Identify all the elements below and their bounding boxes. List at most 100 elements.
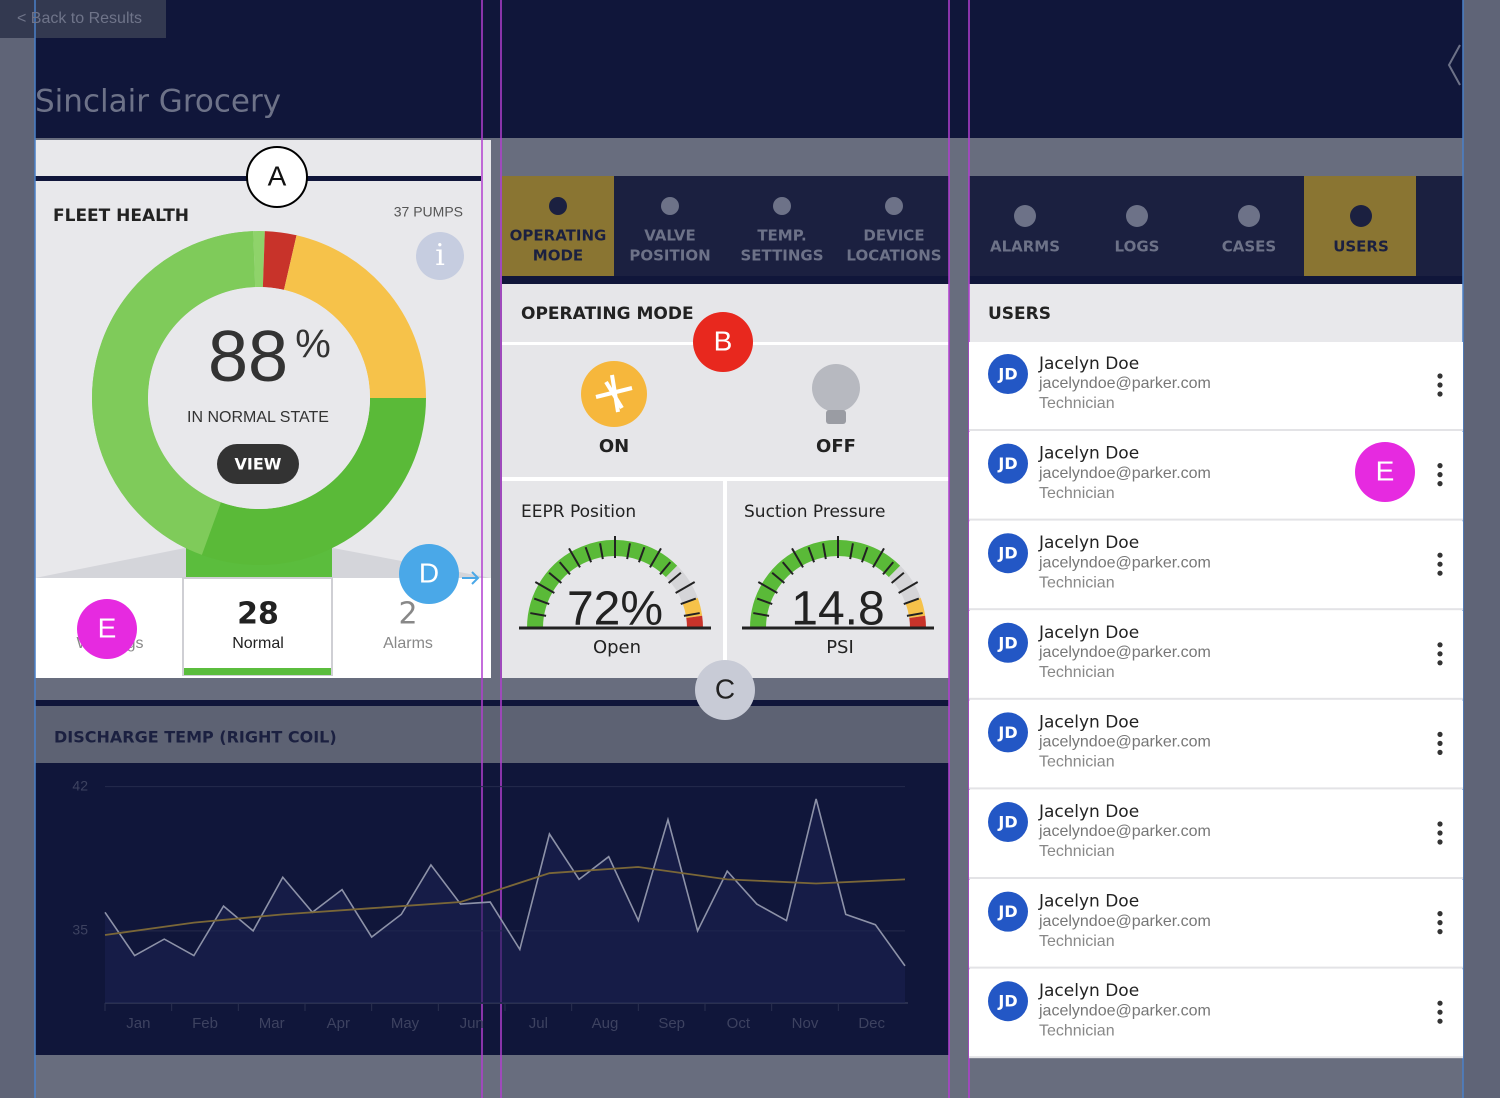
tab-label: VALVE bbox=[644, 227, 696, 245]
gauge-tick bbox=[638, 546, 646, 563]
gauge-value: 14.8 bbox=[791, 583, 884, 636]
kebab-dot[interactable] bbox=[1437, 391, 1443, 397]
kebab-dot[interactable] bbox=[1437, 920, 1443, 926]
kebab-dot[interactable] bbox=[1437, 839, 1443, 845]
section-title: OPERATING MODE bbox=[521, 304, 694, 324]
y-tick-label: 42 bbox=[72, 777, 88, 793]
user-row[interactable] bbox=[969, 610, 1463, 699]
mode-label: ON bbox=[599, 436, 629, 457]
kebab-dot[interactable] bbox=[1437, 821, 1443, 827]
next-arrow[interactable] bbox=[462, 571, 480, 585]
gauge-tick bbox=[771, 571, 786, 584]
tab-icon[interactable] bbox=[885, 197, 903, 215]
tab-icon[interactable] bbox=[549, 197, 567, 215]
donut-highlight bbox=[92, 231, 256, 555]
tab-icon[interactable] bbox=[1238, 205, 1260, 227]
tab-icon[interactable] bbox=[1014, 205, 1036, 227]
kebab-dot[interactable] bbox=[1437, 1009, 1443, 1015]
tab-icon[interactable] bbox=[1350, 205, 1372, 227]
tab-label: OPERATING bbox=[510, 227, 607, 245]
kebab-dot[interactable] bbox=[1437, 552, 1443, 558]
kebab-dot[interactable] bbox=[1437, 1000, 1443, 1006]
off-icon[interactable] bbox=[812, 364, 860, 412]
kebab-dot[interactable] bbox=[1437, 373, 1443, 379]
annotation-marker bbox=[399, 544, 459, 604]
x-tick-label: Nov bbox=[792, 1015, 819, 1032]
user-email: jacelyndoe@parker.com bbox=[1038, 823, 1211, 840]
info-button[interactable] bbox=[416, 232, 464, 280]
gauge-tick bbox=[675, 581, 696, 594]
avatar-initials: JD bbox=[997, 365, 1017, 384]
user-row[interactable] bbox=[969, 521, 1463, 610]
user-row[interactable] bbox=[969, 342, 1463, 430]
user-role: Technician bbox=[1039, 843, 1115, 860]
user-row[interactable] bbox=[969, 879, 1463, 968]
kebab-dot[interactable] bbox=[1437, 481, 1443, 487]
kebab-dot[interactable] bbox=[1437, 929, 1443, 935]
kebab-dot[interactable] bbox=[1437, 731, 1443, 738]
x-tick-label: Jun bbox=[460, 1015, 484, 1032]
user-row[interactable] bbox=[969, 969, 1463, 1058]
kebab-dot[interactable] bbox=[1437, 382, 1443, 388]
user-email: jacelyndoe@parker.com bbox=[1038, 913, 1211, 930]
tab-label: DEVICE bbox=[863, 227, 924, 245]
avatar bbox=[988, 891, 1028, 932]
x-tick-label: Jul bbox=[529, 1015, 548, 1032]
user-role: Technician bbox=[1039, 664, 1115, 681]
avatar-initials: JD bbox=[997, 633, 1017, 652]
tab-rule bbox=[502, 276, 949, 284]
collapse-arrow[interactable] bbox=[1447, 44, 1461, 86]
user-role: Technician bbox=[1039, 485, 1115, 502]
avatar-initials: JD bbox=[997, 454, 1017, 473]
gauge-tick bbox=[680, 597, 697, 605]
series-line bbox=[104, 866, 906, 936]
kebab-dot[interactable] bbox=[1437, 749, 1443, 756]
kebab-dot[interactable] bbox=[1437, 911, 1443, 917]
kebab-dot[interactable] bbox=[1437, 642, 1443, 648]
kebab-dot[interactable] bbox=[1437, 570, 1443, 576]
divider bbox=[502, 477, 949, 481]
section-title: USERS bbox=[988, 304, 1051, 324]
gauge-tick bbox=[903, 597, 920, 605]
annotation-label: C bbox=[715, 673, 735, 704]
user-row[interactable] bbox=[969, 700, 1463, 789]
area-fill bbox=[105, 798, 905, 1003]
gauge-tick bbox=[534, 581, 555, 594]
kebab-dot[interactable] bbox=[1437, 463, 1443, 469]
gauge-tick bbox=[584, 546, 592, 563]
x-tick-label: Apr bbox=[327, 1015, 350, 1032]
active-tab[interactable] bbox=[502, 176, 614, 276]
row-divider bbox=[969, 1056, 1463, 1059]
kebab-dot[interactable] bbox=[1437, 1018, 1443, 1024]
kebab-dot[interactable] bbox=[1437, 651, 1443, 657]
stat-card[interactable] bbox=[182, 577, 333, 676]
x-tick-label: Aug bbox=[592, 1015, 619, 1032]
avatar-initials: JD bbox=[997, 902, 1017, 921]
kebab-dot[interactable] bbox=[1437, 830, 1443, 836]
stat-label: Normal bbox=[232, 635, 284, 652]
kebab-dot[interactable] bbox=[1437, 740, 1443, 747]
user-name: Jacelyn Doe bbox=[1038, 444, 1139, 464]
tab-icon[interactable] bbox=[773, 197, 791, 215]
avatar-initials: JD bbox=[997, 813, 1017, 832]
avatar-initials: JD bbox=[997, 992, 1017, 1011]
kebab-dot[interactable] bbox=[1437, 472, 1443, 478]
annotation-marker bbox=[693, 312, 753, 372]
user-name: Jacelyn Doe bbox=[1038, 623, 1139, 643]
user-name: Jacelyn Doe bbox=[1038, 533, 1139, 553]
x-tick-label: Jan bbox=[126, 1015, 150, 1032]
tab-icon[interactable] bbox=[661, 197, 679, 215]
chart-title: DISCHARGE TEMP (RIGHT COIL) bbox=[54, 728, 337, 747]
view-button[interactable] bbox=[217, 444, 299, 484]
user-row[interactable] bbox=[969, 790, 1463, 878]
tab-icon[interactable] bbox=[1126, 205, 1148, 227]
gauge-tick bbox=[753, 612, 770, 617]
user-name: Jacelyn Doe bbox=[1038, 712, 1139, 732]
kebab-dot[interactable] bbox=[1437, 660, 1443, 666]
panel-rule bbox=[35, 700, 949, 706]
gauge-tick bbox=[781, 561, 794, 576]
panel-title: FLEET HEALTH bbox=[53, 206, 189, 226]
back-button[interactable] bbox=[0, 0, 166, 38]
kebab-dot[interactable] bbox=[1437, 561, 1443, 567]
tab-label: MODE bbox=[533, 247, 583, 265]
